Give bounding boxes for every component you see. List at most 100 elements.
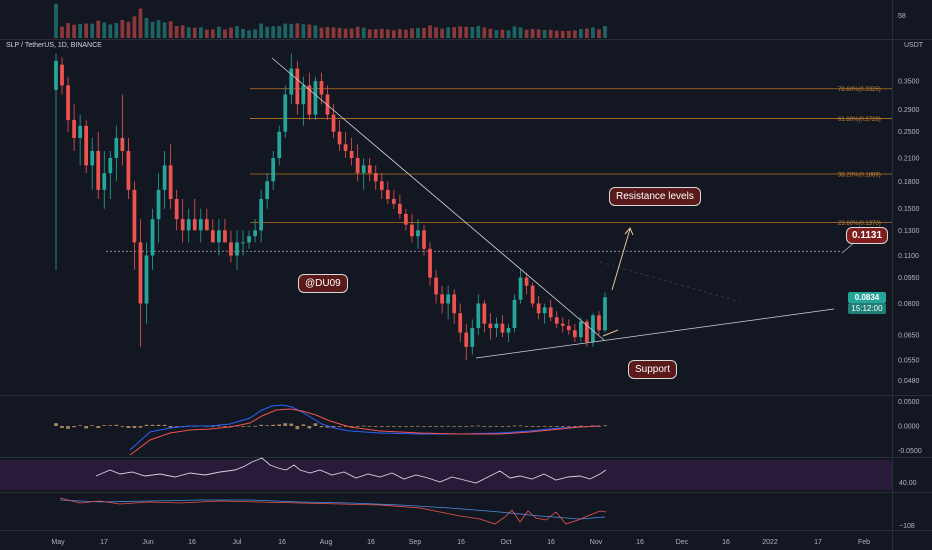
volume-bar	[54, 4, 58, 38]
volume-bar	[150, 21, 155, 38]
macd-hist-bar	[488, 426, 493, 427]
macd-hist-bar	[398, 426, 402, 427]
candle-body	[464, 332, 469, 347]
candle-body	[458, 313, 463, 333]
macd-hist-bar	[373, 426, 378, 427]
volume-bar	[265, 26, 270, 38]
symbol-header: SLP / TetherUS, 1D, BINANCE	[6, 42, 102, 49]
fib-level-label: 61.80%(0.2728)	[838, 117, 881, 123]
candle-body	[265, 181, 270, 200]
macd-hist-bar	[114, 424, 119, 426]
faint-projection-line	[599, 261, 741, 303]
volume-bar	[223, 29, 227, 38]
volume-bar	[325, 27, 330, 38]
macd-hist-bar	[247, 425, 251, 427]
candle-body	[500, 323, 505, 333]
macd-hist-bar	[289, 423, 294, 426]
volume-bar	[132, 16, 137, 38]
macd-hist-bar	[434, 426, 438, 427]
volume-bar	[229, 27, 233, 38]
volume-bar	[464, 26, 469, 38]
candle-body	[114, 137, 119, 159]
price-tick-label: 0.1500	[898, 206, 920, 213]
descending-trendline	[271, 57, 605, 341]
volume-bar	[434, 27, 438, 38]
candle-body	[283, 94, 288, 132]
volume-bar	[319, 27, 324, 38]
candle-body	[542, 307, 547, 314]
candle-body	[66, 85, 70, 121]
support-arrow	[602, 329, 619, 337]
macd-hist-bar	[452, 426, 457, 427]
volume-bar	[331, 27, 336, 38]
volume-bar	[337, 27, 342, 38]
macd-hist-bar	[470, 425, 475, 427]
macd-hist-bar	[476, 425, 481, 427]
time-tick-label: 16	[636, 539, 644, 546]
volume-bar	[210, 29, 215, 38]
macd-hist-bar	[301, 424, 306, 426]
volume-bar	[560, 30, 565, 38]
volume-bar	[301, 24, 306, 38]
macd-hist-bar	[120, 426, 125, 427]
volume-bar	[198, 27, 203, 38]
candle-body	[494, 323, 499, 329]
rsi-line	[95, 457, 607, 484]
volume-bar	[566, 30, 571, 38]
candle-body	[168, 165, 173, 200]
volume-bar	[186, 27, 191, 38]
candle-body	[337, 131, 342, 145]
candle-body	[416, 230, 420, 237]
volume-bar	[138, 8, 143, 38]
candle-body	[488, 323, 493, 329]
candle-body	[156, 189, 161, 220]
volume-bar	[488, 28, 493, 38]
volume-bar	[530, 29, 535, 38]
volume-bar	[373, 29, 378, 38]
price-tick-label: 0.0480	[898, 378, 920, 385]
candle-body	[391, 199, 396, 204]
macd-hist-bar	[54, 423, 58, 426]
macd-axis: 0.0500 0.0000 -0.0500	[898, 399, 922, 455]
candle-body	[536, 303, 541, 314]
candlesticks	[54, 53, 607, 360]
macd-hist-bar	[162, 424, 167, 426]
price-tick-label: 0.2500	[898, 129, 920, 136]
volume-bar	[482, 27, 487, 38]
candle-body	[204, 219, 209, 231]
volume-bar	[452, 27, 457, 38]
candle-body	[84, 125, 89, 166]
macd-hist-bar	[337, 426, 342, 427]
time-tick-label: Aug	[320, 539, 333, 546]
candle-body	[379, 181, 384, 190]
macd-hist-bar	[102, 425, 107, 426]
candle-body	[422, 230, 426, 249]
candle-body	[277, 131, 282, 159]
candle-body	[217, 230, 221, 243]
price-tick-label: 0.0550	[898, 358, 920, 365]
macd-hist-bar	[446, 425, 451, 427]
macd-line	[129, 404, 601, 451]
macd-hist-bar	[367, 426, 372, 427]
macd-hist-bar	[560, 426, 565, 427]
macd-hist-bar	[518, 425, 523, 427]
macd-hist-bar	[391, 426, 396, 427]
price-tick-label: 0.1300	[898, 228, 920, 235]
candle-body	[138, 242, 143, 304]
candle-body	[180, 219, 185, 231]
candle-body	[349, 150, 354, 159]
candle-body	[319, 81, 324, 95]
volume-bar	[60, 26, 64, 38]
macd-hist-bar	[265, 425, 270, 426]
price-tick-label: 0.1800	[898, 179, 920, 186]
macd-hist-bar	[566, 426, 571, 427]
candle-body	[241, 242, 245, 244]
candle-body	[410, 224, 414, 237]
volume-bar	[120, 19, 125, 38]
volume-bar	[542, 29, 547, 38]
macd-hist-bar	[572, 426, 577, 427]
time-tick-label: 16	[367, 539, 375, 546]
candle-body	[578, 321, 583, 338]
time-tick-label: Jun	[142, 539, 153, 546]
